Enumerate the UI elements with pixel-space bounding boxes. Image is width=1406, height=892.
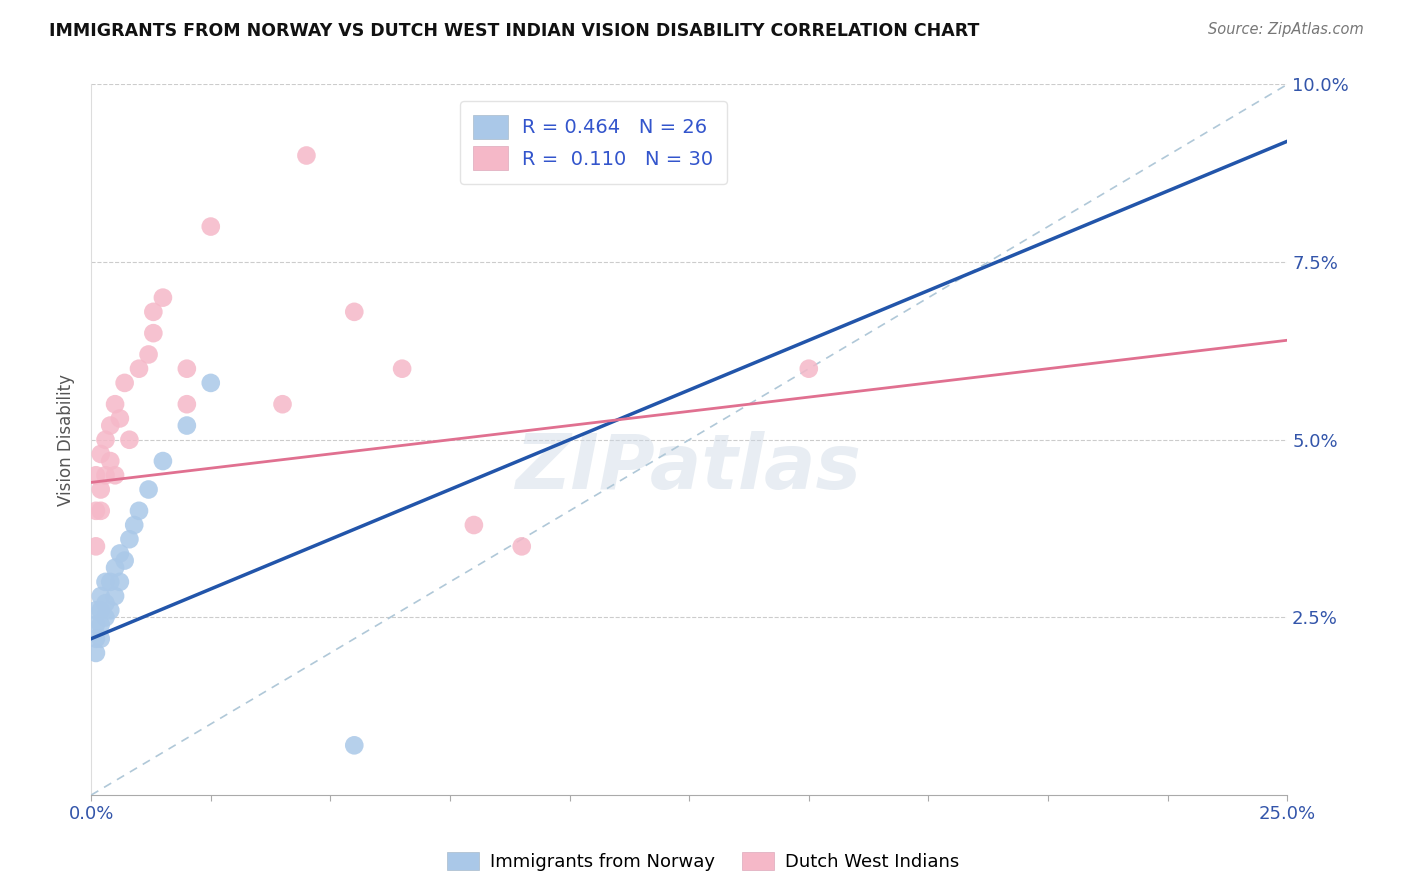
Y-axis label: Vision Disability: Vision Disability (58, 374, 75, 506)
Point (94, 596, 117, 610)
Point (90, 617, 112, 632)
Point (128, 504, 150, 518)
Point (90, 504, 112, 518)
Point (152, 291, 174, 305)
Point (343, 305, 366, 319)
Legend: Immigrants from Norway, Dutch West Indians: Immigrants from Norway, Dutch West India… (439, 845, 967, 879)
Point (94, 574, 117, 589)
Text: Source: ZipAtlas.com: Source: ZipAtlas.com (1208, 22, 1364, 37)
Point (104, 560, 127, 574)
Point (108, 574, 131, 589)
Point (118, 533, 141, 547)
Text: ZIPatlas: ZIPatlas (516, 431, 862, 505)
Point (104, 397, 127, 411)
Point (94, 468, 117, 483)
Point (108, 546, 131, 560)
Point (94, 610, 117, 624)
Point (90, 447, 112, 461)
Point (104, 589, 127, 603)
Point (138, 483, 160, 497)
Point (142, 326, 165, 340)
Point (295, 148, 318, 162)
Point (90, 603, 112, 617)
Point (90, 589, 112, 603)
Point (108, 411, 131, 425)
Legend: R = 0.464   N = 26, R =  0.110   N = 30: R = 0.464 N = 26, R = 0.110 N = 30 (460, 102, 727, 184)
Point (98, 574, 121, 589)
Point (98, 603, 121, 617)
Point (463, 518, 485, 533)
Point (152, 454, 174, 468)
Point (271, 397, 294, 411)
Point (343, 739, 366, 753)
Point (98, 454, 121, 468)
Point (84, 646, 107, 660)
Point (391, 361, 413, 376)
Point (510, 539, 533, 553)
Point (84, 468, 107, 483)
Point (200, 376, 222, 390)
Point (176, 418, 198, 433)
Point (128, 361, 150, 376)
Point (142, 305, 165, 319)
Point (84, 504, 107, 518)
Point (797, 361, 820, 376)
Point (176, 361, 198, 376)
Point (104, 468, 127, 483)
Point (84, 539, 107, 553)
Point (84, 632, 107, 646)
Point (84, 603, 107, 617)
Point (94, 433, 117, 447)
Point (84, 617, 107, 632)
Point (98, 418, 121, 433)
Point (114, 553, 136, 567)
Point (200, 219, 222, 234)
Point (176, 397, 198, 411)
Point (118, 433, 141, 447)
Point (90, 483, 112, 497)
Point (90, 632, 112, 646)
Point (138, 347, 160, 361)
Point (114, 376, 136, 390)
Text: IMMIGRANTS FROM NORWAY VS DUTCH WEST INDIAN VISION DISABILITY CORRELATION CHART: IMMIGRANTS FROM NORWAY VS DUTCH WEST IND… (49, 22, 980, 40)
Point (122, 518, 145, 533)
